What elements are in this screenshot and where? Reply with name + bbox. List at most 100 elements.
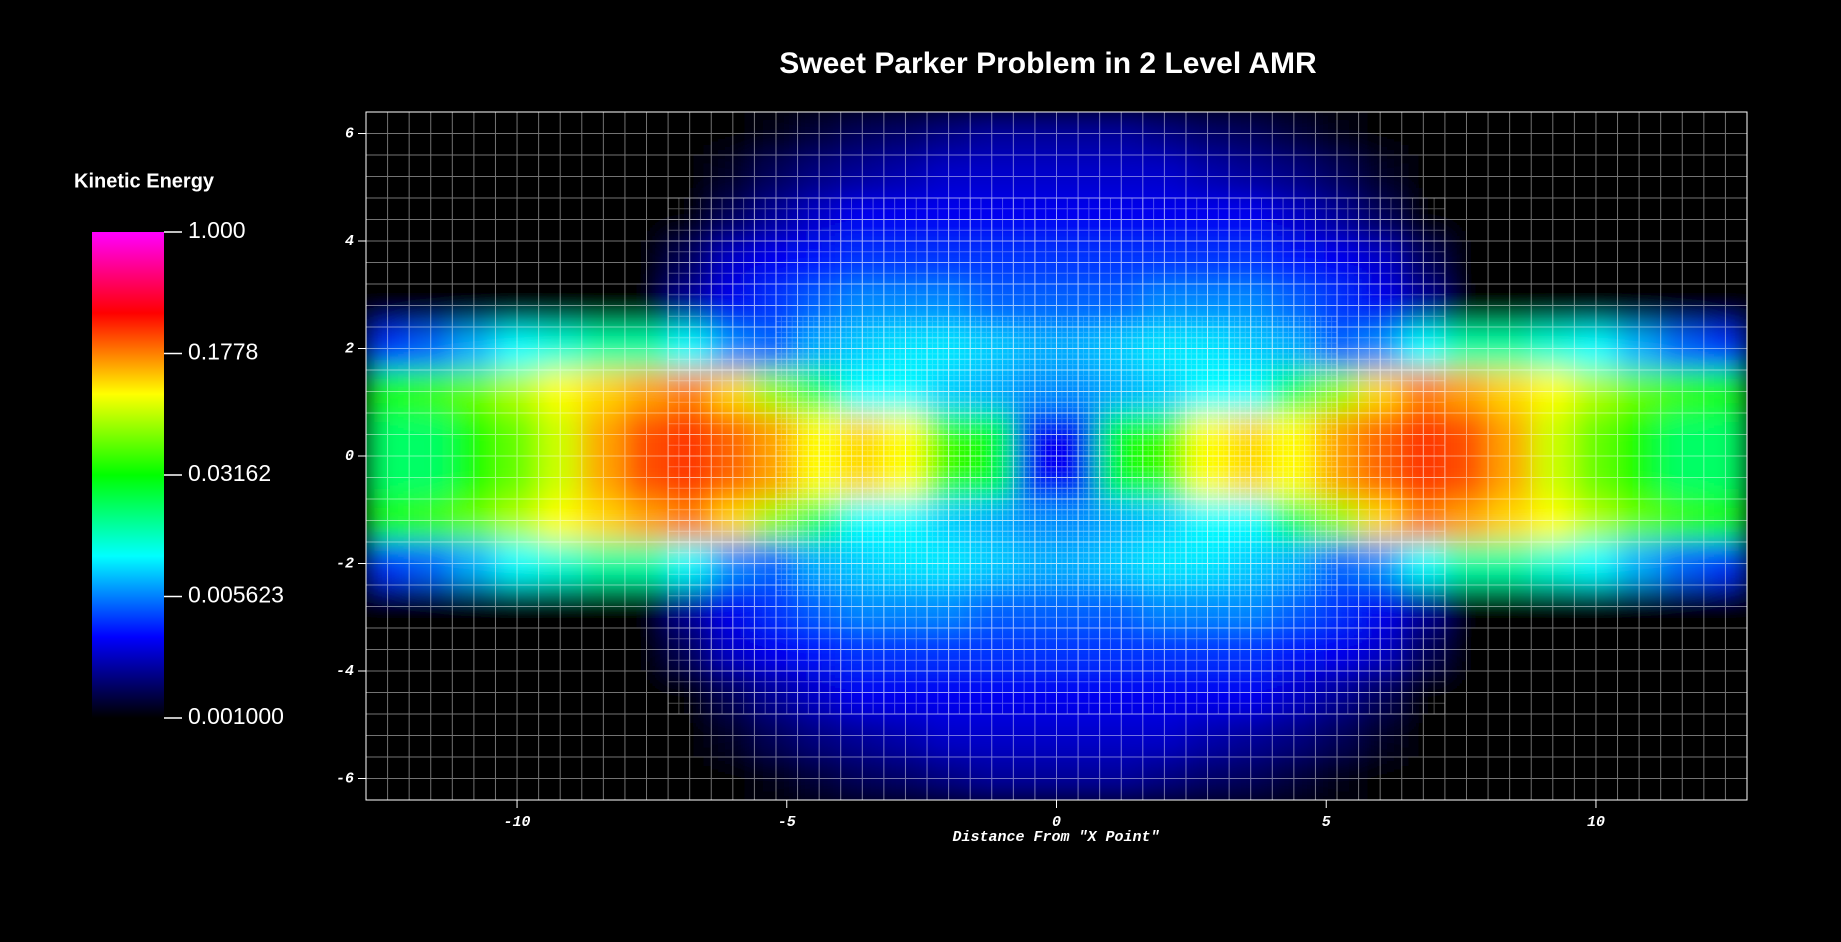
cell — [1142, 670, 1187, 715]
cell — [1401, 112, 1446, 156]
cell — [1444, 627, 1489, 672]
cell — [1487, 112, 1532, 156]
cell — [1487, 240, 1532, 285]
cell — [538, 756, 583, 800]
cell — [1617, 283, 1662, 328]
cell — [969, 412, 1014, 457]
cell — [710, 283, 755, 328]
cell — [1617, 670, 1662, 715]
cell — [1314, 154, 1360, 199]
cell — [1271, 627, 1316, 672]
cell — [1271, 584, 1316, 629]
cell — [1617, 240, 1662, 285]
cell — [883, 713, 928, 758]
cell — [710, 584, 755, 629]
cell — [1142, 326, 1187, 371]
cell — [1358, 713, 1403, 758]
cell — [1487, 154, 1532, 199]
cell — [538, 713, 583, 758]
cell — [667, 412, 712, 457]
cell — [1228, 713, 1273, 758]
cell — [1573, 369, 1619, 414]
cell — [538, 283, 583, 328]
cell — [969, 498, 1014, 543]
cell — [581, 369, 626, 414]
cell — [1660, 369, 1705, 414]
axes: -10 -5 0 5 10 -6 -4 -2 0 2 4 6 1.000 0.1778 0.03162 0.0… — [92, 111, 1748, 831]
cell — [1703, 112, 1747, 156]
cell — [1617, 112, 1662, 156]
cell — [1012, 713, 1057, 758]
cell — [1099, 283, 1144, 328]
cell — [883, 154, 928, 199]
cell — [797, 412, 842, 457]
cell — [624, 455, 669, 500]
cell — [840, 584, 885, 629]
cell — [451, 627, 496, 672]
cell — [1487, 713, 1532, 758]
cell — [1401, 627, 1446, 672]
cell — [1444, 283, 1489, 328]
colorbar-label: Kinetic Energy — [74, 170, 215, 192]
cell — [451, 154, 496, 199]
cell — [667, 154, 712, 199]
cell — [840, 455, 885, 500]
cell — [494, 670, 540, 715]
cell — [710, 627, 755, 672]
cell — [926, 756, 971, 800]
cell — [624, 283, 669, 328]
cell — [1185, 326, 1230, 371]
cell — [451, 756, 496, 800]
cell — [797, 756, 842, 800]
cell — [840, 756, 885, 800]
cell — [624, 240, 669, 285]
cell — [1142, 627, 1187, 672]
cell — [1271, 197, 1316, 242]
cell — [1099, 112, 1144, 156]
cell — [667, 326, 712, 371]
cell — [1617, 154, 1662, 199]
cell — [1012, 197, 1057, 242]
cell — [451, 197, 496, 242]
cell — [1228, 369, 1273, 414]
cell — [1573, 541, 1619, 586]
x-tick-label: 5 — [1322, 814, 1331, 831]
cell — [408, 283, 453, 328]
cell — [753, 713, 799, 758]
cell — [1573, 326, 1619, 371]
cell — [1012, 455, 1057, 500]
cell — [366, 498, 410, 543]
cell — [1660, 584, 1705, 629]
cell — [753, 112, 799, 156]
cell — [1314, 412, 1360, 457]
cell — [1444, 756, 1489, 800]
cell — [366, 283, 410, 328]
cell — [969, 369, 1014, 414]
cell — [581, 498, 626, 543]
cell — [883, 541, 928, 586]
cell — [1185, 112, 1230, 156]
cell — [753, 412, 799, 457]
cell — [1530, 240, 1575, 285]
cell — [840, 197, 885, 242]
y-tick-label: 0 — [345, 448, 354, 465]
cell — [581, 455, 626, 500]
cell — [667, 197, 712, 242]
cell — [538, 455, 583, 500]
cell — [667, 283, 712, 328]
cell — [538, 412, 583, 457]
cell — [1228, 756, 1273, 800]
cell — [667, 627, 712, 672]
cell — [667, 112, 712, 156]
cell — [667, 455, 712, 500]
x-tick-label: -5 — [778, 814, 796, 831]
cell — [1401, 455, 1446, 500]
cell — [710, 197, 755, 242]
cell — [581, 713, 626, 758]
cell — [1012, 154, 1057, 199]
cell — [1530, 541, 1575, 586]
cell — [451, 541, 496, 586]
cell — [1660, 498, 1705, 543]
cell — [1358, 498, 1403, 543]
cell — [1185, 412, 1230, 457]
